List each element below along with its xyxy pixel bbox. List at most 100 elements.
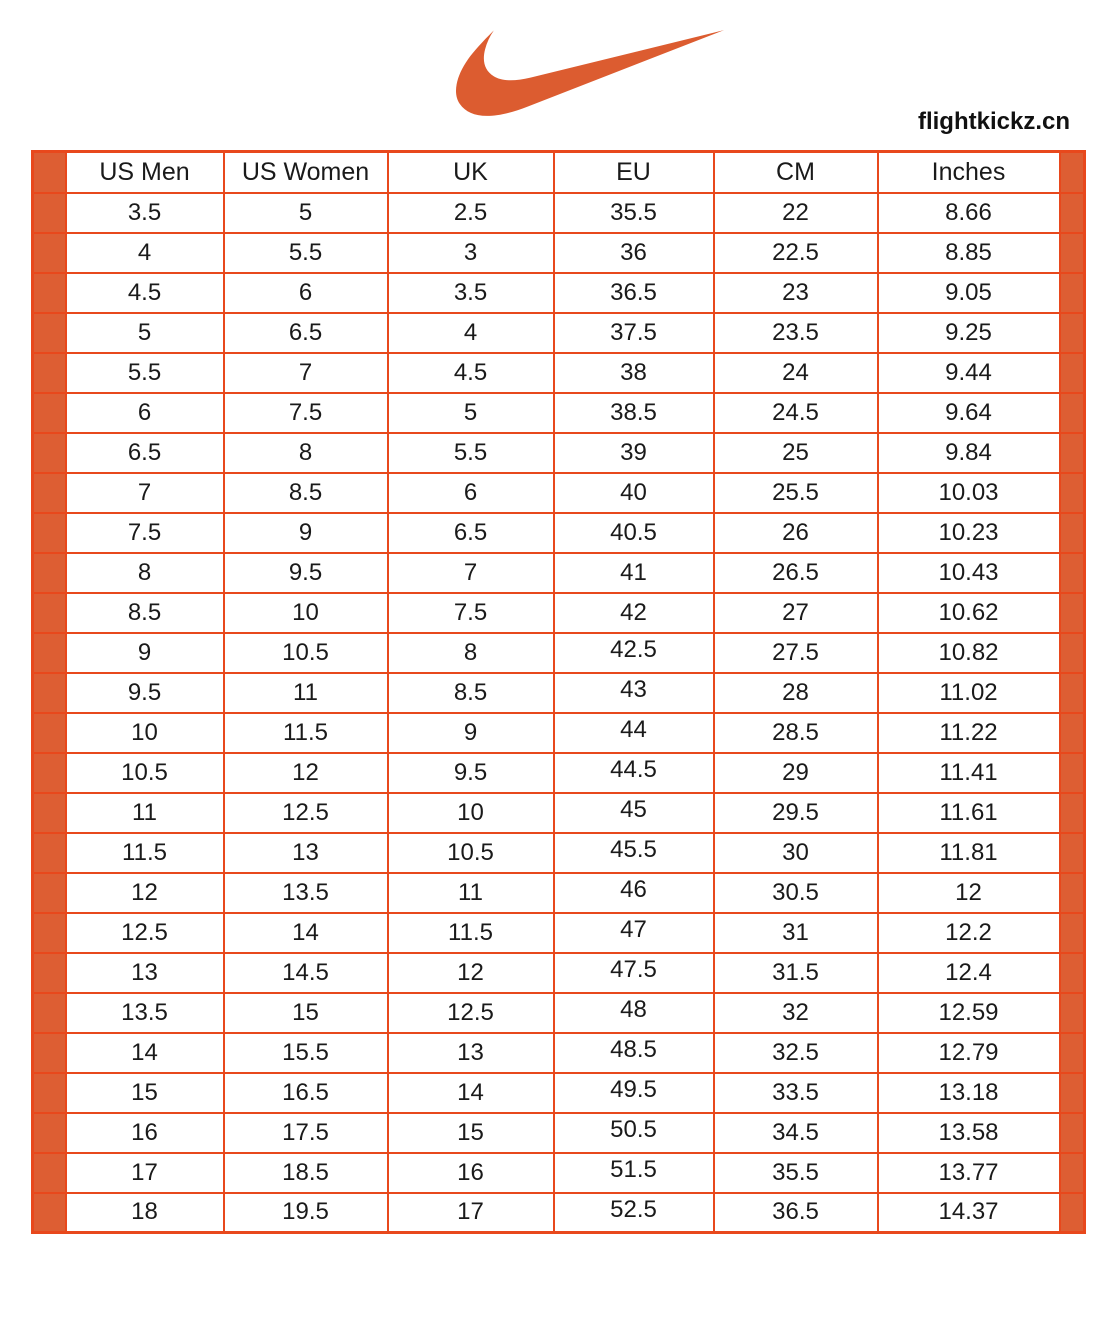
right-side-bar-cell — [1058, 591, 1086, 634]
left-side-bar-cell — [31, 1071, 67, 1114]
table-cell: 14 — [64, 1031, 225, 1074]
table-cell: 16.5 — [222, 1071, 389, 1114]
table-cell: 10 — [64, 711, 225, 754]
table-cell: 13.5 — [222, 871, 389, 914]
table-cell: 25.5 — [712, 471, 879, 514]
left-side-bar-cell — [31, 991, 67, 1034]
table-cell: 30 — [712, 831, 879, 874]
table-cell: 31 — [712, 911, 879, 954]
right-side-bar-cell — [1058, 391, 1086, 434]
table-cell: 10.5 — [222, 631, 389, 674]
table-cell: 24 — [712, 351, 879, 394]
table-cell: 9.5 — [222, 551, 389, 594]
table-cell: 9 — [386, 711, 555, 754]
right-side-bar-cell — [1058, 1071, 1086, 1114]
right-side-bar-cell — [1058, 991, 1086, 1034]
table-cell: 29 — [712, 751, 879, 794]
left-side-bar-cell — [31, 471, 67, 514]
table-cell: 11.61 — [876, 791, 1061, 834]
table-cell: 8.66 — [876, 191, 1061, 234]
table-cell: 17 — [386, 1191, 555, 1234]
table-cell: 7.5 — [64, 511, 225, 554]
table-cell: 12.59 — [876, 991, 1061, 1034]
table-row: 14 15.5 13 48.5 32.5 12.79 — [31, 1031, 1086, 1074]
table-cell: 17.5 — [222, 1111, 389, 1154]
table-cell: 3.5 — [386, 271, 555, 314]
table-cell: 15 — [386, 1111, 555, 1154]
table-cell: 5.5 — [386, 431, 555, 474]
table-row: 8.5 10 7.5 42 27 10.62 — [31, 591, 1086, 634]
table-cell: 35.5 — [552, 191, 715, 234]
table-cell: 15 — [222, 991, 389, 1034]
table-cell: 39 — [552, 431, 715, 474]
table-cell: 10.03 — [876, 471, 1061, 514]
table-cell: 7 — [386, 551, 555, 594]
left-side-bar-cell — [31, 631, 67, 674]
table-cell: 8.5 — [64, 591, 225, 634]
table-cell: 30.5 — [712, 871, 879, 914]
table-cell: 5 — [64, 311, 225, 354]
right-side-bar-cell — [1058, 471, 1086, 514]
table-cell: 12.5 — [386, 991, 555, 1034]
table-cell: 11.5 — [64, 831, 225, 874]
table-cell: 47.5 — [552, 951, 715, 994]
column-header-us-men: US Men — [64, 150, 225, 194]
table-cell: 5.5 — [222, 231, 389, 274]
table-row: 6.5 8 5.5 39 25 9.84 — [31, 431, 1086, 474]
table-cell: 31.5 — [712, 951, 879, 994]
column-header-inches: Inches — [876, 150, 1061, 194]
table-cell: 4.5 — [386, 351, 555, 394]
table-cell: 12 — [222, 751, 389, 794]
table-cell: 10 — [386, 791, 555, 834]
table-row: 3.5 5 2.5 35.5 22 8.66 — [31, 191, 1086, 234]
table-cell: 25 — [712, 431, 879, 474]
table-cell: 4 — [64, 231, 225, 274]
table-cell: 11.81 — [876, 831, 1061, 874]
table-cell: 9 — [222, 511, 389, 554]
table-cell: 5.5 — [64, 351, 225, 394]
right-side-bar-cell — [1058, 911, 1086, 954]
table-row: 12 13.5 11 46 30.5 12 — [31, 871, 1086, 914]
right-side-bar-cell — [1058, 511, 1086, 554]
table-row: 11 12.5 10 45 29.5 11.61 — [31, 791, 1086, 834]
table-cell: 8 — [386, 631, 555, 674]
table-cell: 44 — [552, 711, 715, 754]
table-row: 13.5 15 12.5 48 32 12.59 — [31, 991, 1086, 1034]
left-side-bar-cell — [31, 551, 67, 594]
left-side-bar-cell — [31, 1151, 67, 1194]
table-cell: 32.5 — [712, 1031, 879, 1074]
table-cell: 36.5 — [552, 271, 715, 314]
table-head: US Men US Women UK EU CM Inches — [31, 150, 1086, 194]
table-cell: 23.5 — [712, 311, 879, 354]
table-cell: 10.43 — [876, 551, 1061, 594]
table-cell: 11 — [386, 871, 555, 914]
left-side-bar-cell — [31, 271, 67, 314]
left-side-bar-cell — [31, 951, 67, 994]
table-cell: 8 — [64, 551, 225, 594]
table-row: 16 17.5 15 50.5 34.5 13.58 — [31, 1111, 1086, 1154]
table-row: 4 5.5 3 36 22.5 8.85 — [31, 231, 1086, 274]
table-cell: 9.44 — [876, 351, 1061, 394]
table-row: 13 14.5 12 47.5 31.5 12.4 — [31, 951, 1086, 994]
table-row: 6 7.5 5 38.5 24.5 9.64 — [31, 391, 1086, 434]
table-cell: 8 — [222, 431, 389, 474]
table-cell: 12.79 — [876, 1031, 1061, 1074]
table-cell: 8.5 — [386, 671, 555, 714]
table-cell: 15 — [64, 1071, 225, 1114]
left-side-bar-cell — [31, 591, 67, 634]
table-cell: 11.22 — [876, 711, 1061, 754]
right-side-bar-cell — [1058, 231, 1086, 274]
table-cell: 13.18 — [876, 1071, 1061, 1114]
table-cell: 12.2 — [876, 911, 1061, 954]
table-cell: 13 — [222, 831, 389, 874]
right-side-bar-cell — [1058, 1111, 1086, 1154]
table-cell: 4.5 — [64, 271, 225, 314]
table-cell: 7 — [222, 351, 389, 394]
table-cell: 7.5 — [222, 391, 389, 434]
table-cell: 9 — [64, 631, 225, 674]
table-cell: 6 — [222, 271, 389, 314]
table-cell: 10.23 — [876, 511, 1061, 554]
right-side-bar-cell — [1058, 671, 1086, 714]
column-header-cm: CM — [712, 150, 879, 194]
table-cell: 14.37 — [876, 1191, 1061, 1234]
